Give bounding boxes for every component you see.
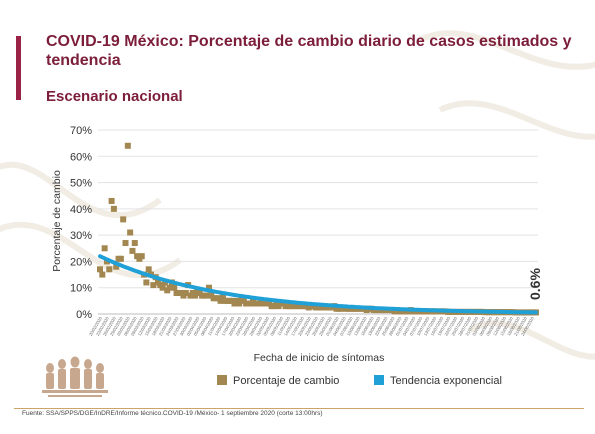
scatter-point [117, 255, 124, 262]
scatter-point [99, 271, 106, 278]
source-note: Fuente: SSA/SPPS/DGE/InDRE/Informe técni… [22, 410, 323, 417]
scatter-point [171, 284, 178, 291]
scatter-point [127, 229, 134, 236]
y-axis-ticks: 0% 10% 20% 30% 40% 50% 60% 70% [70, 125, 92, 321]
x-axis-ticks: 20/02/202023/02/202026/02/202029/02/2020… [88, 315, 535, 336]
scatter-point [159, 284, 166, 291]
y-tick-label: 60% [70, 151, 92, 163]
scatter-point [203, 292, 210, 299]
scatter-point [138, 253, 145, 260]
x-axis-label: Fecha de inicio de síntomas [254, 352, 385, 364]
y-tick-label: 70% [70, 125, 92, 137]
scatter-point [113, 263, 120, 270]
legend-label-scatter: Porcentaje de cambio [233, 375, 339, 387]
scatter-point [150, 282, 157, 289]
y-tick-label: 50% [70, 178, 92, 190]
scatter-point [101, 245, 108, 252]
trend-line [98, 254, 538, 315]
page-title: COVID-19 México: Porcentaje de cambio di… [46, 33, 572, 69]
scatter-point [120, 216, 127, 223]
legend: Porcentaje de cambio Tendencia exponenci… [217, 375, 502, 387]
scatter-point [122, 240, 129, 247]
y-axis-label: Porcentaje de cambio [51, 170, 63, 272]
legend-swatch-scatter [217, 375, 227, 385]
scatter-point [106, 266, 113, 273]
scatter-point [124, 142, 131, 149]
y-tick-label: 0% [76, 309, 92, 321]
scatter-point [161, 279, 168, 286]
scatter-point [182, 289, 189, 296]
scatter-point [236, 300, 243, 307]
scatter-point [166, 284, 173, 291]
scatter-point [219, 292, 226, 299]
scatter-point [192, 292, 199, 299]
y-tick-label: 30% [70, 230, 92, 242]
scatter-point [108, 197, 115, 204]
y-tick-label: 20% [70, 256, 92, 268]
y-tick-label: 40% [70, 204, 92, 216]
scatter-point [143, 279, 150, 286]
y-tick-label: 10% [70, 283, 92, 295]
footer-rule [14, 408, 584, 409]
page-subtitle: Escenario nacional [46, 88, 183, 105]
title-accent-bar [16, 36, 21, 100]
scatter-point [145, 266, 152, 273]
scatter-points [97, 142, 539, 316]
scatter-point [217, 297, 224, 304]
scatter-point [129, 247, 136, 254]
scatter-point [206, 284, 212, 291]
legend-swatch-trend [374, 375, 384, 385]
chart-gridlines [98, 129, 538, 315]
trend-line-group [98, 254, 538, 315]
legend-label-trend: Tendencia exponencial [390, 375, 502, 387]
end-value-label: 0.6% [527, 268, 543, 300]
scatter-point [110, 205, 117, 212]
scatter-point [97, 266, 103, 273]
government-emblem-icon [42, 356, 108, 397]
scatter-point [131, 240, 138, 247]
